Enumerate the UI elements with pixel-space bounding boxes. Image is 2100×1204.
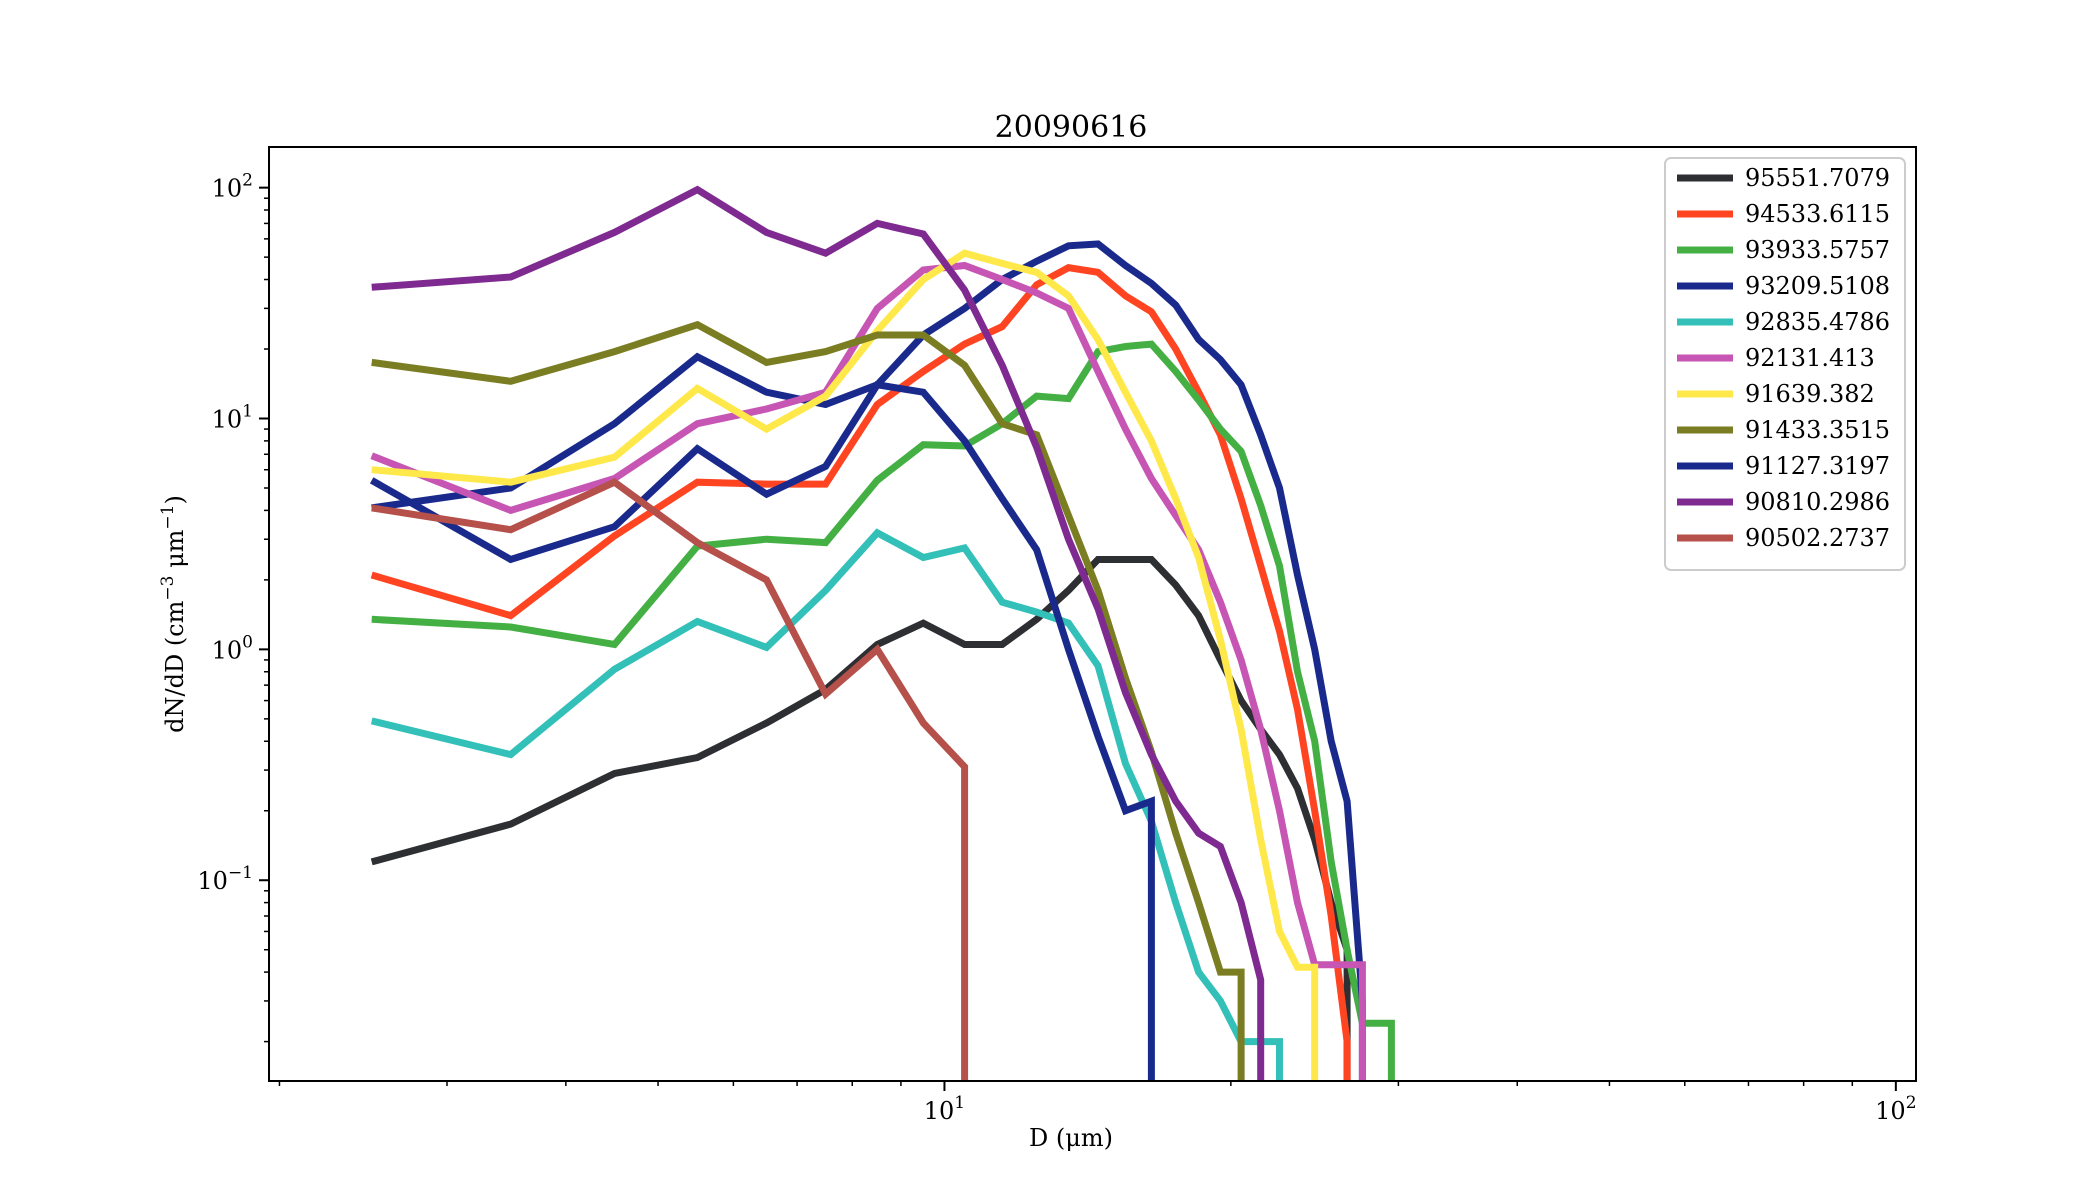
legend-label-93933-5757: 93933.5757: [1745, 236, 1890, 264]
series-line-92835-4786: [370, 528, 1283, 1081]
x-tick-label: 102: [1875, 1093, 1916, 1125]
legend-label-92835-4786: 92835.4786: [1745, 308, 1890, 336]
legend-label-90502-2737: 90502.2737: [1745, 524, 1890, 552]
y-axis-label: dN/dD (cm−3 μm−1): [158, 495, 189, 733]
series-line-94533-6115: [370, 264, 1351, 1081]
legend-label-94533-6115: 94533.6115: [1745, 200, 1890, 228]
series-line-93209-5108: [371, 240, 1366, 1081]
series-line-93933-5757: [371, 340, 1395, 1081]
legend-label-92131-413: 92131.413: [1745, 344, 1875, 372]
legend-label-91639-382: 91639.382: [1745, 380, 1875, 408]
legend: 95551.7079 94533.6115 93933.5757 93209.5108…: [1664, 157, 1906, 571]
x-axis-label: D (μm): [1029, 1124, 1113, 1152]
series-line-95551-7079: [370, 556, 1351, 1081]
y-tick-label: 101: [212, 402, 253, 434]
y-tick-label: 102: [212, 171, 253, 203]
y-tick-label: 10−1: [197, 863, 253, 895]
legend-label-93209-5108: 93209.5108: [1745, 272, 1890, 300]
series-line-91127-3197: [369, 380, 1155, 1081]
legend-label-90810-2986: 90810.2986: [1745, 488, 1890, 516]
series-line-91639-382: [371, 249, 1319, 1081]
series-line-92131-413: [370, 261, 1366, 1081]
legend-entries: 95551.7079 94533.6115 93933.5757 93209.5108…: [1677, 164, 1890, 552]
series-line-90810-2986: [371, 185, 1265, 1081]
legend-label-91127-3197: 91127.3197: [1745, 452, 1890, 480]
legend-label-95551-7079: 95551.7079: [1745, 164, 1890, 192]
series-layer: [369, 185, 1395, 1081]
legend-label-91433-3515: 91433.3515: [1745, 416, 1890, 444]
plot-frame: [268, 146, 1917, 1082]
series-line-90502-2737: [371, 478, 969, 1081]
series-line-91433-3515: [371, 320, 1245, 1081]
chart-title: 20090616: [995, 110, 1148, 145]
x-tick-label: 101: [924, 1093, 965, 1125]
tick-layer: 101 102 10−1 100 101 102: [197, 171, 1916, 1125]
y-tick-label: 100: [212, 632, 253, 664]
